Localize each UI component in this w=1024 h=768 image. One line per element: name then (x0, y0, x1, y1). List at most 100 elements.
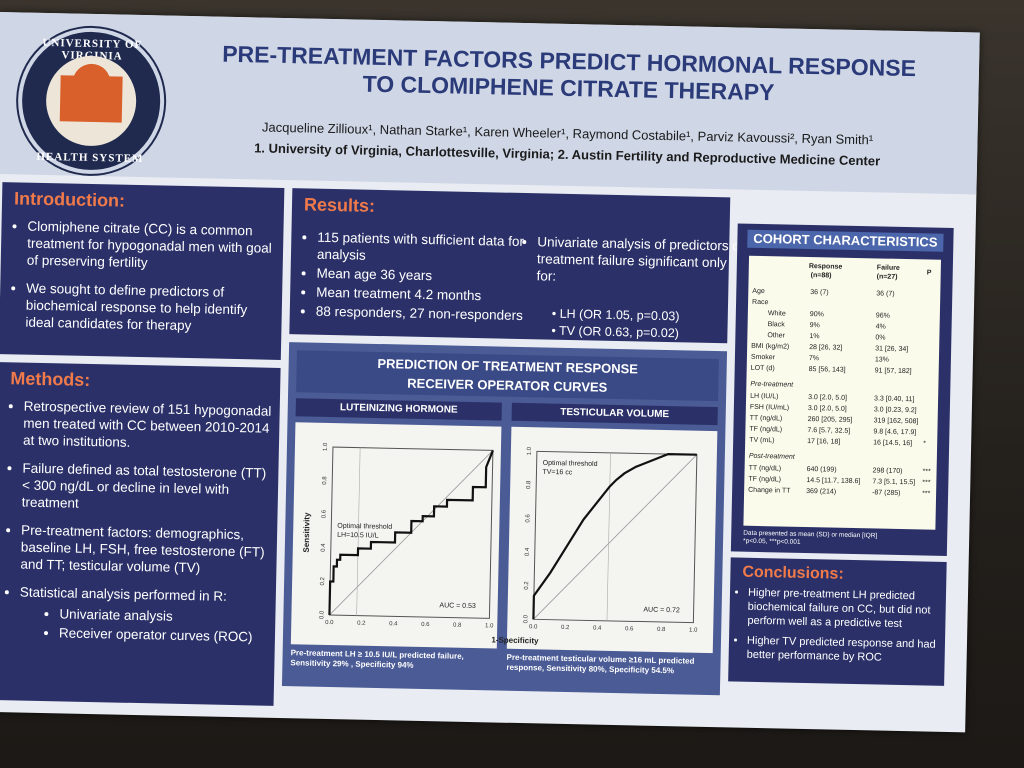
cohort-cell-response: 36 (7) (810, 289, 829, 297)
lh-x-tick-label: 0.6 (421, 622, 430, 628)
research-poster: UNIVERSITY OF VIRGINIA HEALTH SYSTEM PRE… (0, 12, 980, 733)
col-response-n: (n=88) (810, 272, 832, 280)
cohort-cell-failure: 3.3 [0.40, 11] (874, 395, 915, 404)
or-lh-text: LH (OR 1.05, p=0.03) (559, 306, 680, 324)
cohort-cell-p: *** (922, 468, 931, 476)
cohort-cell-failure: -87 (285) (872, 489, 901, 497)
col-response: Response (808, 262, 843, 271)
lh-y-tick-label: 0.4 (321, 543, 327, 552)
tv-auc-label: AUC = 0.72 (643, 607, 680, 615)
lh-x-tick-label: 0.4 (389, 621, 398, 627)
cohort-cell-failure: 31 [26, 34] (875, 345, 909, 354)
cohort-cell-label: BMI (kg/m2) (751, 342, 790, 351)
results-univariate-intro: Univariate analysis of predictors of tre… (536, 233, 747, 288)
lh-x-tick-label: 1.0 (485, 623, 494, 629)
cohort-row: TV (mL) 17 [16, 18] 16 [14.5, 16] * (745, 437, 937, 450)
or-tv: • TV (OR 0.63, p=0.02) (551, 323, 680, 341)
cohort-cell-response: 28 [26, 32] (809, 344, 843, 352)
results-or-list: • LH (OR 1.05, p=0.03) • TV (OR 0.63, p=… (551, 306, 722, 344)
results-item: 88 responders, 27 non-responders (316, 303, 526, 324)
cohort-cell-label: TF (ng/dL) (748, 475, 782, 484)
tv-threshold-line (606, 452, 611, 621)
methods-sub-bullet: Univariate analysis (59, 605, 267, 626)
lh-x-tick-label: 0.8 (453, 623, 462, 629)
cohort-cell-failure: 0% (875, 334, 886, 342)
methods-sub-bullet: Receiver operator curves (ROC) (59, 624, 267, 645)
lh-threshold-label: Optimal threshold (337, 523, 392, 531)
cohort-cell-response: 260 [205, 295] (807, 416, 853, 424)
cohort-cell-response: 369 (214) (806, 487, 837, 496)
results-right-list: Univariate analysis of predictors of tre… (510, 233, 755, 291)
cohort-cell-p: *** (922, 490, 931, 498)
cohort-cell-label: Race (752, 298, 769, 307)
methods-bullet: Failure defined as total testosterone (T… (22, 460, 271, 516)
tv-roc-curve (532, 452, 697, 620)
cohort-heading: COHORT CHARACTERISTICS (747, 229, 944, 252)
roc-box: PREDICTION OF TREATMENT RESPONSE RECEIVE… (281, 342, 728, 696)
methods-heading: Methods: (10, 368, 91, 390)
conclusions-bullet: Higher TV predicted response and had bet… (747, 634, 938, 666)
cohort-cell-failure: 16 [14.5, 16] (873, 439, 913, 448)
cohort-cell-label: LOT (d) (750, 364, 775, 373)
lh-roc-curve (328, 450, 494, 616)
tv-x-tick-label: 0.2 (561, 625, 570, 631)
cohort-cell-label: Change in TT (748, 486, 791, 495)
col-p: P (926, 269, 932, 277)
tv-threshold-label: Optimal threshold (543, 460, 598, 468)
cohort-notes: Data presented as mean (SD) or median [I… (743, 530, 877, 549)
cohort-cell-label: Age (752, 287, 765, 296)
logo-bottom-text: HEALTH SYSTEM (36, 150, 144, 166)
cohort-cell-response: 17 [16, 18] (807, 437, 841, 446)
tv-y-tick-label: 0.0 (523, 614, 529, 623)
tv-y-tick-label: 0.8 (526, 480, 532, 489)
cohort-cell-label: Black (767, 321, 785, 329)
cohort-cell-failure: 9.8 [4.6, 17.9] (873, 428, 917, 437)
cohort-cell-response: 1% (809, 333, 820, 341)
col-failure: Failure (876, 264, 900, 272)
cohort-cell-label: Other (767, 332, 785, 340)
cohort-cell-label: LH (IU/L) (750, 392, 779, 401)
methods-bullet-text: Statistical analysis performed in R: (19, 584, 228, 604)
col-failure-n: (n=27) (876, 273, 898, 281)
results-item: Mean age 36 years (316, 265, 526, 286)
x-axis-label: 1-Specificity (491, 635, 539, 645)
lh-y-tick-label: 0.2 (320, 576, 326, 585)
cohort-cell-response: 7.6 [5.7, 32.5] (807, 427, 851, 435)
lh-threshold-value: LH=10.5 IU/L (337, 532, 379, 540)
cohort-cell-response: 9% (809, 322, 820, 330)
tv-x-tick-label: 1.0 (689, 628, 698, 634)
cohort-cell-label: FSH (IU/mL) (749, 403, 790, 412)
lh-caption: Pre-treatment LH ≥ 10.5 IU/L predicted f… (290, 648, 464, 670)
tv-x-tick-label: 0.6 (625, 626, 634, 632)
cohort-cell-response: 90% (809, 311, 824, 319)
lh-y-tick-label: 0.0 (319, 610, 325, 619)
cohort-cell-label: TF (ng/dL) (749, 425, 783, 434)
tv-plot-frame (532, 450, 698, 624)
cohort-cell-response: 85 [56, 143] (808, 366, 846, 374)
cohort-cell-response: 14.5 [11.7, 138.6] (806, 476, 861, 486)
tv-caption: Pre-treatment testicular volume ≥16 mL p… (506, 652, 695, 676)
lh-x-tick-label: 0.2 (357, 621, 366, 627)
cohort-cell-label: Post-treatment (748, 452, 795, 461)
cohort-cell-label: TV (mL) (749, 436, 775, 445)
poster-title: PRE-TREATMENT FACTORS PREDICT HORMONAL R… (188, 40, 949, 110)
or-tv-text: TV (OR 0.63, p=0.02) (558, 323, 680, 341)
cohort-cell-failure: 36 (7) (876, 290, 895, 298)
cohort-cell-failure: 4% (875, 323, 886, 331)
tv-x-tick-label: 0.0 (529, 624, 538, 630)
cohort-cell-failure: 3.0 [0.23, 9.2] (873, 406, 917, 415)
university-logo: UNIVERSITY OF VIRGINIA HEALTH SYSTEM (16, 26, 166, 176)
cohort-cell-label: TT (ng/dL) (749, 414, 783, 423)
cohort-cell-failure: 96% (875, 312, 890, 320)
cohort-cell-response: 3.0 [2.0, 5.0] (807, 405, 847, 413)
methods-panel: Methods: Retrospective review of 151 hyp… (0, 362, 281, 706)
cohort-row: Post-treatment (745, 453, 937, 466)
cohort-row: Change in TT 369 (214) -87 (285) *** (744, 487, 936, 500)
lh-y-tick-label: 0.8 (322, 476, 328, 485)
lh-auc-label: AUC = 0.53 (439, 602, 476, 610)
cohort-table: Response (n=88) Failure (n=27) P Age 36 (… (743, 255, 942, 530)
intro-bullet: Clomiphene citrate (CC) is a common trea… (27, 218, 276, 274)
cohort-cell-failure: 91 [57, 182] (874, 367, 912, 376)
tv-y-tick-label: 0.6 (525, 513, 531, 522)
cohort-cell-label: Pre-treatment (750, 380, 794, 389)
